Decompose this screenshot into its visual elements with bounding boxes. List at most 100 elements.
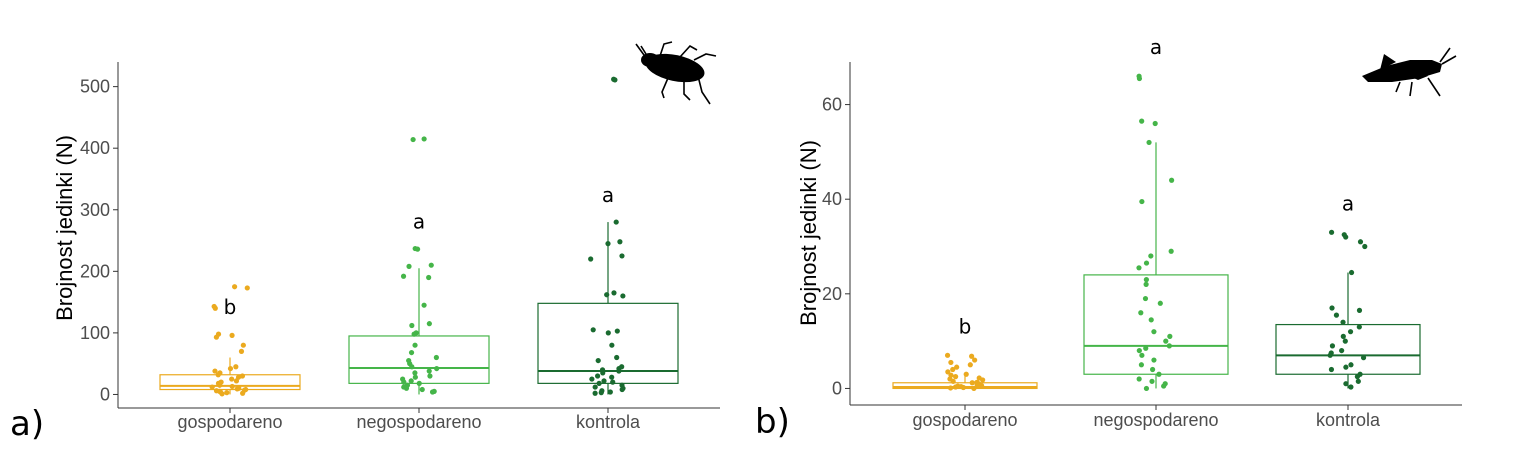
data-point (1139, 198, 1145, 205)
data-point (610, 379, 616, 385)
box-iqr (1275, 323, 1421, 375)
data-point (1347, 329, 1354, 335)
y-tick-label: 300 (80, 200, 110, 220)
data-point (234, 386, 240, 392)
data-point (1340, 319, 1346, 325)
data-point (229, 383, 235, 390)
data-point (1168, 248, 1174, 254)
data-point (609, 342, 615, 348)
data-point (609, 374, 615, 380)
data-point (600, 370, 606, 376)
data-point (1152, 120, 1158, 127)
box-iqr (537, 302, 679, 384)
data-point (1143, 260, 1150, 266)
box-iqr (159, 374, 301, 391)
significance-letter: b (224, 295, 237, 319)
x-ticks-a: gospodareno negospodareno kontrola (177, 408, 641, 432)
data-point (1163, 338, 1169, 344)
data-point (619, 386, 625, 393)
data-point (601, 378, 607, 384)
jitter-points-b (944, 73, 1368, 392)
data-point (419, 386, 425, 393)
data-point (1167, 333, 1173, 339)
y-ticks-b: 0 20 40 60 (822, 95, 850, 398)
y-tick-label: 500 (80, 77, 110, 97)
data-point (232, 284, 238, 290)
data-point (948, 359, 954, 366)
data-point (219, 391, 225, 397)
data-point (408, 349, 415, 356)
data-point (244, 285, 250, 291)
data-point (1166, 343, 1172, 349)
data-point (1139, 118, 1145, 124)
data-point (212, 368, 218, 374)
data-point (411, 331, 417, 337)
data-point (426, 321, 432, 327)
data-point (1143, 281, 1149, 287)
data-point (1139, 352, 1145, 358)
data-point (1157, 300, 1163, 306)
data-point (409, 322, 415, 329)
data-point (1138, 310, 1144, 316)
data-point (421, 302, 427, 308)
data-point (595, 357, 601, 364)
data-point (227, 365, 234, 372)
data-point (974, 382, 980, 388)
data-point (1343, 364, 1349, 370)
data-point (426, 274, 432, 281)
data-point (978, 383, 985, 389)
data-point (1362, 243, 1368, 250)
data-point (590, 327, 596, 333)
data-point (1151, 329, 1157, 335)
data-point (1360, 355, 1367, 361)
panel-a: a) Brojnost jedinki (N) 0 100 200 300 400 500… (10, 41, 720, 444)
data-point (409, 364, 415, 370)
y-tick-label: 0 (100, 384, 110, 404)
data-point (598, 390, 604, 396)
data-point (950, 378, 956, 384)
data-point (592, 390, 598, 396)
y-tick-label: 100 (80, 323, 110, 343)
data-point (1136, 376, 1142, 382)
data-point (1328, 229, 1335, 235)
data-point (427, 373, 433, 379)
data-point (1343, 234, 1349, 240)
data-point (589, 376, 595, 382)
data-point (1143, 385, 1150, 392)
data-point (1356, 307, 1363, 313)
data-point (1328, 366, 1335, 373)
data-point (617, 239, 623, 245)
significance-letter: a (413, 210, 425, 234)
data-point (947, 385, 954, 391)
data-point (1333, 312, 1340, 318)
data-point (406, 263, 412, 269)
y-ticks-a: 0 100 200 300 400 500 (80, 77, 118, 404)
data-point (1348, 269, 1355, 276)
data-point (969, 353, 975, 359)
data-point (1343, 381, 1349, 387)
x-ticks-b: gospodareno negospodareno kontrola (912, 405, 1381, 430)
data-point (1146, 139, 1152, 146)
significance-letter: a (1150, 35, 1162, 59)
data-point (944, 352, 951, 358)
significance-letter: a (602, 183, 614, 207)
x-tick-label: kontrola (576, 412, 641, 432)
data-point (614, 354, 620, 361)
data-point (426, 368, 432, 374)
data-point (604, 292, 610, 298)
data-point (596, 380, 602, 386)
data-point (240, 390, 246, 396)
data-point (619, 253, 625, 259)
data-point (616, 368, 622, 374)
x-tick-label: kontrola (1316, 410, 1381, 430)
data-point (969, 380, 975, 386)
data-point (952, 384, 959, 390)
significance-letters-a: b a a (224, 183, 614, 319)
data-point (607, 389, 613, 395)
data-point (414, 246, 421, 252)
significance-letter: b (959, 314, 972, 338)
y-axis-title-a: Brojnost jedinki (N) (52, 135, 77, 321)
data-point (592, 384, 598, 390)
data-point (1136, 265, 1142, 271)
panel-b: b) Brojnost jedinki (N) 0 20 40 60 gospodar… (755, 35, 1462, 442)
